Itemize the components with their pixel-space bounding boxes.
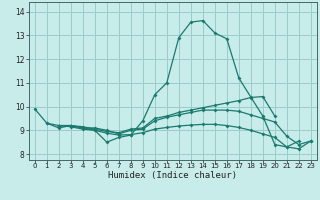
X-axis label: Humidex (Indice chaleur): Humidex (Indice chaleur) bbox=[108, 171, 237, 180]
